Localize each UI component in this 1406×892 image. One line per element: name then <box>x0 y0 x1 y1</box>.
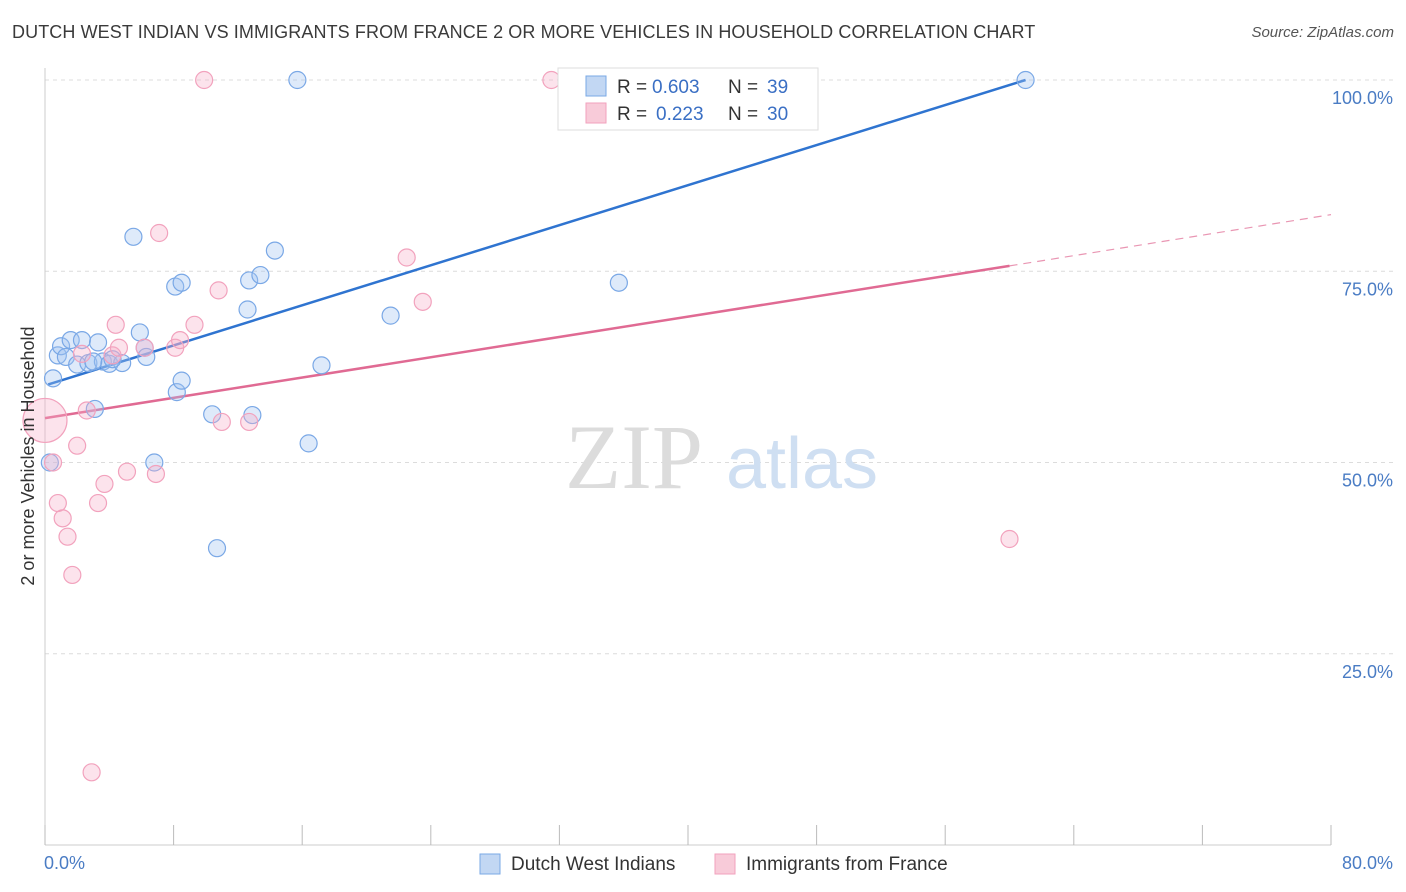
point-series-1-9 <box>82 763 101 782</box>
point-series-0-23 <box>203 405 222 424</box>
series-swatch-dutch <box>479 853 501 875</box>
point-series-1-23 <box>209 281 228 300</box>
trend-extension-series-1 <box>1009 214 1332 267</box>
point-series-1-20 <box>170 331 190 350</box>
axes <box>44 68 1332 846</box>
point-series-1-4 <box>58 527 77 546</box>
point-series-0-15 <box>130 323 149 342</box>
point-series-1-25 <box>240 412 259 432</box>
point-series-1-26 <box>397 248 416 267</box>
point-series-1-10 <box>88 493 108 513</box>
point-series-0-32 <box>312 356 331 375</box>
point-series-0-37 <box>103 350 122 369</box>
point-series-1-8 <box>77 401 96 420</box>
point-series-1-7 <box>72 344 92 363</box>
point-series-0-10 <box>88 333 108 352</box>
point-series-0-21 <box>167 383 186 402</box>
data-points <box>22 70 1035 782</box>
x-tick-min: 0.0% <box>44 853 85 873</box>
point-series-1-27 <box>413 292 432 311</box>
point-series-0-13 <box>113 353 132 373</box>
trend-line-series-1 <box>44 264 1010 420</box>
point-series-1-16 <box>135 338 154 357</box>
series-swatch-france <box>714 853 736 875</box>
point-series-1-13 <box>106 315 125 334</box>
watermark: ZIP atlas <box>565 406 878 508</box>
point-series-0-7 <box>72 331 92 350</box>
legend-r-label-2: R = <box>617 104 647 125</box>
y-tick-labels: 25.0% 50.0% 75.0% 100.0% <box>1332 88 1393 682</box>
point-series-0-28 <box>251 265 270 285</box>
series-label-dutch: Dutch West Indians <box>511 854 675 875</box>
legend-r-value-1: 0.603 <box>652 77 700 98</box>
point-series-0-17 <box>137 347 156 367</box>
y-tick-label-100: 100.0% <box>1332 88 1393 108</box>
point-series-1-6 <box>68 436 87 455</box>
x-tick-max: 80.0% <box>1342 853 1393 873</box>
y-tick-label-50: 50.0% <box>1342 471 1393 491</box>
point-series-1-22 <box>195 70 214 90</box>
point-series-0-25 <box>238 300 257 319</box>
legend-n-label-2: N = <box>728 104 758 125</box>
stats-legend: R = 0.603 N = 39 R = 0.223 N = 30 <box>557 67 819 131</box>
point-series-1-24 <box>212 412 231 432</box>
legend-swatch-dutch <box>585 75 607 97</box>
point-series-1-21 <box>185 315 204 334</box>
legend-n-value-1: 39 <box>767 77 788 98</box>
point-series-0-18 <box>145 453 164 472</box>
point-series-1-5 <box>63 565 82 585</box>
point-series-0-31 <box>299 434 318 453</box>
series-label-france: Immigrants from France <box>746 854 948 875</box>
chart-title: DUTCH WEST INDIAN VS IMMIGRANTS FROM FRA… <box>12 22 1036 42</box>
grid-lines <box>45 79 1393 655</box>
watermark-zip: ZIP <box>565 406 703 508</box>
y-axis-label: 2 or more Vehicles in Household <box>18 326 38 585</box>
point-series-0-36 <box>1016 70 1035 90</box>
point-series-0-14 <box>124 227 143 246</box>
legend-n-value-2: 30 <box>767 104 788 125</box>
series-legend: Dutch West Indians Immigrants from Franc… <box>479 853 948 875</box>
point-series-1-14 <box>109 338 129 357</box>
point-series-1-0 <box>22 397 68 444</box>
point-series-1-28 <box>542 70 561 90</box>
point-series-1-11 <box>95 474 114 494</box>
trend-lines <box>44 78 1332 420</box>
y-tick-label-75: 75.0% <box>1342 279 1393 299</box>
point-series-1-3 <box>53 509 72 528</box>
source-label: Source: ZipAtlas.com <box>1251 24 1394 41</box>
point-series-0-35 <box>609 273 628 292</box>
point-series-1-2 <box>48 493 67 513</box>
point-series-1-1 <box>43 453 63 472</box>
point-series-0-20 <box>172 273 191 292</box>
point-series-0-3 <box>51 337 71 356</box>
y-tick-label-25: 25.0% <box>1342 662 1393 682</box>
point-series-0-29 <box>265 241 284 260</box>
point-series-1-15 <box>117 462 137 481</box>
point-series-0-1 <box>43 369 63 388</box>
point-series-0-30 <box>288 70 307 90</box>
point-series-1-18 <box>150 223 169 243</box>
point-series-0-24 <box>207 539 227 558</box>
point-series-0-22 <box>172 371 191 390</box>
legend-r-value-2: 0.223 <box>656 104 704 125</box>
watermark-atlas: atlas <box>726 424 878 504</box>
legend-swatch-france <box>585 102 607 124</box>
legend-n-label-1: N = <box>728 77 758 98</box>
point-series-1-17 <box>146 464 166 484</box>
trend-line-series-0 <box>47 78 1026 386</box>
point-series-1-29 <box>1000 529 1019 549</box>
point-series-0-26 <box>240 271 259 290</box>
point-series-0-33 <box>381 306 400 325</box>
legend-r-label-1: R = <box>617 77 647 98</box>
